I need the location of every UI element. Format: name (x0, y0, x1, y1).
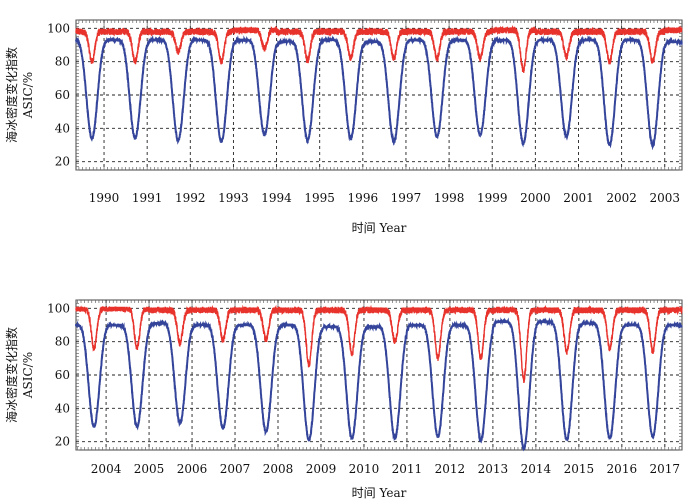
x-tick-label: 2012 (435, 462, 466, 476)
y-axis-unit-label: ASIC/% (21, 72, 35, 119)
x-axis-label: 时间 Year (352, 221, 407, 235)
x-axis-label: 时间 Year (352, 486, 407, 500)
y-axis-unit-label: ASIC/% (21, 352, 35, 399)
y-tick-label: 100 (47, 21, 70, 35)
x-tick-label: 2000 (520, 191, 551, 205)
x-tick-label: 2016 (607, 462, 638, 476)
y-tick-label: 80 (55, 335, 70, 349)
x-tick-label: 1992 (175, 191, 206, 205)
x-tick-label: 2010 (349, 462, 380, 476)
x-tick-label: 1995 (304, 191, 335, 205)
x-tick-label: 2002 (606, 191, 637, 205)
x-tick-label: 2009 (306, 462, 337, 476)
x-tick-label: 1994 (261, 191, 292, 205)
x-tick-label: 2017 (650, 462, 681, 476)
x-tick-label: 2003 (649, 191, 680, 205)
x-tick-label: 2011 (392, 462, 423, 476)
chart-panel-2: 20 40 60 80 100 2004 2005 2006 2007 2008 2009 2010 2… (4, 299, 683, 500)
red-series-line (75, 24, 683, 73)
blue-series-line (75, 35, 683, 150)
chart-panel-1: 20 40 60 80 100 1990 1991 1992 1993 1994 1995 1996 1… (4, 19, 683, 235)
y-tick-label: 40 (55, 401, 70, 415)
x-tick-label: 2008 (263, 462, 294, 476)
x-tick-label: 1990 (89, 191, 120, 205)
x-tick-label: 2005 (134, 462, 165, 476)
x-tick-label: 1991 (132, 191, 163, 205)
x-tick-label: 1998 (434, 191, 465, 205)
x-tick-label: 1993 (218, 191, 249, 205)
y-tick-label: 20 (55, 435, 70, 449)
x-tick-label: 2004 (91, 462, 122, 476)
x-tick-label: 2007 (220, 462, 251, 476)
x-tick-label: 2013 (478, 462, 509, 476)
y-tick-label: 80 (55, 55, 70, 69)
y-tick-label: 100 (47, 301, 70, 315)
y-tick-label: 20 (55, 155, 70, 169)
y-tick-label: 60 (55, 368, 70, 382)
x-tick-label: 2001 (563, 191, 594, 205)
y-tick-label: 40 (55, 121, 70, 135)
y-axis-label: 海冰密度变化指数 (4, 47, 19, 143)
x-tick-label: 2006 (177, 462, 208, 476)
x-tick-label: 1999 (477, 191, 508, 205)
x-tick-label: 2014 (521, 462, 552, 476)
y-tick-label: 60 (55, 88, 70, 102)
x-tick-label: 1997 (391, 191, 422, 205)
red-series-line (75, 304, 683, 384)
x-tick-label: 1996 (348, 191, 379, 205)
x-tick-label: 2015 (564, 462, 595, 476)
y-axis-label: 海冰密度变化指数 (4, 327, 19, 423)
blue-series-line (75, 317, 683, 452)
